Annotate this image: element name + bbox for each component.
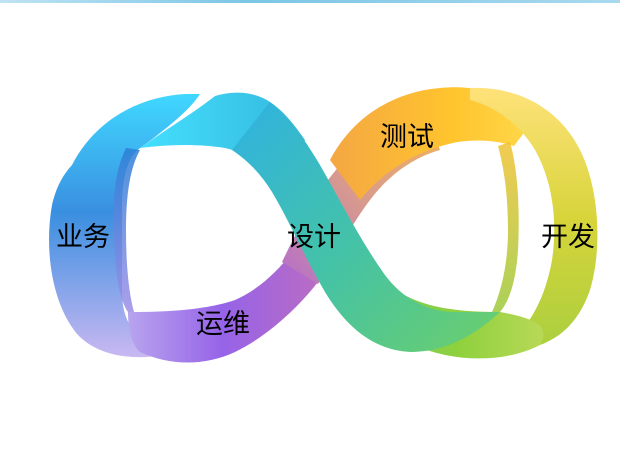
stage-label-test: 测试: [380, 122, 434, 153]
stage-label-design: 设计: [287, 222, 341, 253]
stage-label-operations: 运维: [196, 309, 250, 340]
stage-label-develop: 开发: [541, 222, 595, 253]
front-crossing-band: [232, 102, 500, 352]
top-rule: [0, 0, 620, 3]
left-loop-outer: [49, 94, 200, 358]
stage-label-business: 业务: [56, 222, 110, 253]
right-top-band: [330, 87, 532, 200]
right-loop-fold: [492, 142, 519, 312]
right-loop-outer: [470, 87, 598, 353]
left-loop-fold: [113, 148, 140, 312]
right-bottom-band: [330, 250, 544, 359]
left-bottom-band: [128, 248, 318, 363]
